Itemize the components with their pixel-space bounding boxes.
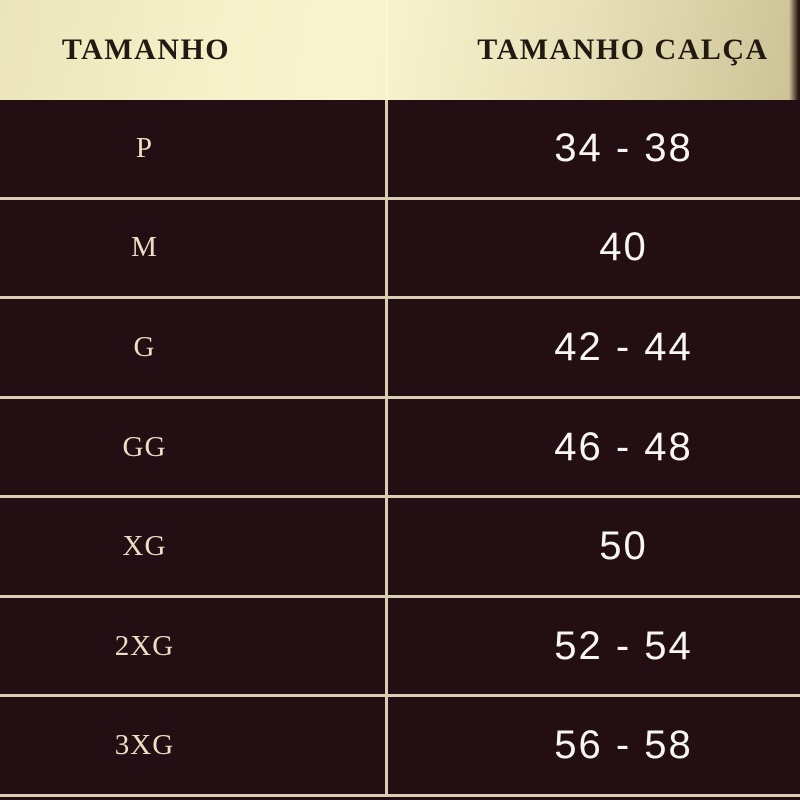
pants-column-header: TAMANHO CALÇA	[477, 33, 769, 66]
size-label: 2XG	[114, 629, 175, 662]
pants-value: 34 - 38	[554, 125, 693, 170]
size-label: 3XG	[114, 729, 175, 762]
pants-value: 50	[599, 524, 648, 569]
table-row: 2XG 52 - 54	[0, 598, 800, 698]
pants-value: 42 - 44	[554, 324, 693, 369]
pants-cell: 34 - 38	[385, 100, 800, 197]
table-row: P 34 - 38	[0, 100, 800, 200]
size-column-header: TAMANHO	[61, 33, 231, 66]
pants-cell: 50	[385, 498, 800, 595]
pants-cell: 46 - 48	[385, 399, 800, 496]
pants-value: 40	[599, 225, 648, 270]
size-label: G	[133, 330, 156, 363]
table-row: 3XG 56 - 58	[0, 697, 800, 798]
pants-value: 52 - 54	[554, 623, 693, 668]
table-header-row: TAMANHO TAMANHO CALÇA	[0, 0, 800, 100]
table-row: M 40	[0, 200, 800, 300]
size-cell: P	[0, 100, 385, 197]
header-column-seam	[386, 0, 388, 100]
size-cell: GG	[0, 399, 385, 496]
size-label: P	[135, 131, 154, 164]
pants-value: 56 - 58	[554, 723, 693, 768]
pants-cell: 40	[385, 200, 800, 297]
table-body: P 34 - 38 M 40 G 42 - 44 GG	[0, 100, 800, 798]
size-cell: G	[0, 299, 385, 396]
pants-cell: 56 - 58	[385, 697, 800, 794]
size-label: GG	[122, 430, 167, 463]
size-cell: M	[0, 200, 385, 297]
size-cell: XG	[0, 498, 385, 595]
pants-value: 46 - 48	[554, 424, 693, 469]
table-row: GG 46 - 48	[0, 399, 800, 499]
size-cell: 3XG	[0, 697, 385, 794]
table-row: XG 50	[0, 498, 800, 598]
table-row: G 42 - 44	[0, 299, 800, 399]
header-cell-pants: TAMANHO CALÇA	[388, 0, 800, 100]
size-label: M	[131, 231, 158, 264]
size-cell: 2XG	[0, 598, 385, 695]
pants-cell: 42 - 44	[385, 299, 800, 396]
column-divider-line	[385, 100, 388, 797]
header-cell-size: TAMANHO	[0, 0, 388, 100]
size-label: XG	[122, 530, 167, 563]
pants-cell: 52 - 54	[385, 598, 800, 695]
